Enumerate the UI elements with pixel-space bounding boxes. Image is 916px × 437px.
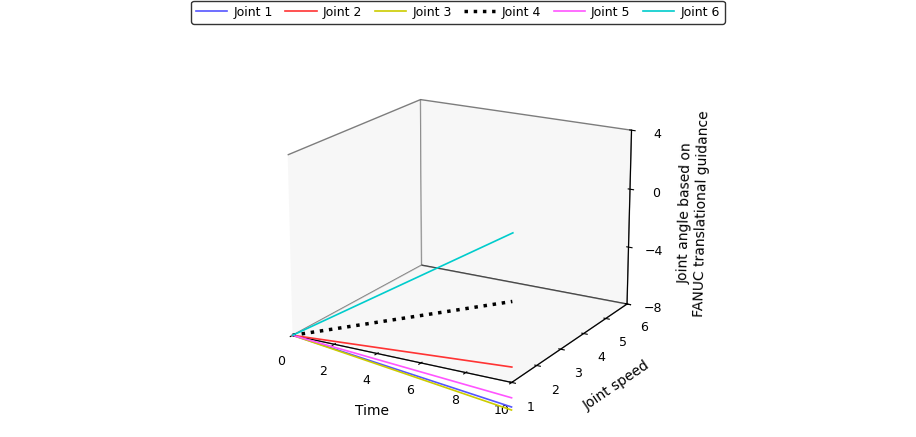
X-axis label: Time: Time	[354, 404, 388, 418]
Legend: Joint 1, Joint 2, Joint 3, Joint 4, Joint 5, Joint 6: Joint 1, Joint 2, Joint 3, Joint 4, Join…	[191, 0, 725, 24]
Y-axis label: Joint speed: Joint speed	[581, 359, 652, 413]
